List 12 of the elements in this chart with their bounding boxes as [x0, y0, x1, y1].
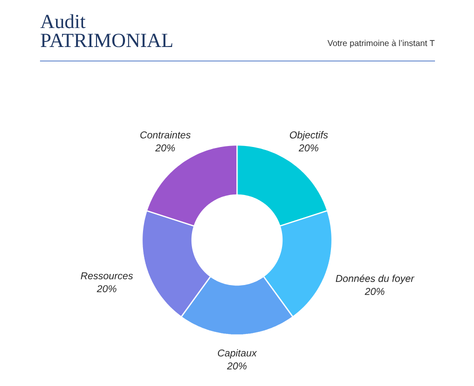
data-label: 20% [364, 288, 384, 295]
chart-title: Audit PATRIMONIAL [40, 14, 172, 48]
data-label: 20% [96, 285, 116, 292]
slice-label: Objectifs [290, 131, 328, 140]
data-label: 20% [226, 362, 247, 370]
data-label: 20% [298, 144, 318, 152]
slice-label: Données du foyer [336, 274, 414, 284]
slice-label: Capitaux [218, 349, 257, 358]
data-label: 20% [155, 144, 175, 152]
slice-label: Contraintes [140, 131, 191, 138]
chart-subtitle: Votre patrimoine à l’instant T [328, 40, 435, 48]
slice-label: Ressources [80, 272, 133, 280]
